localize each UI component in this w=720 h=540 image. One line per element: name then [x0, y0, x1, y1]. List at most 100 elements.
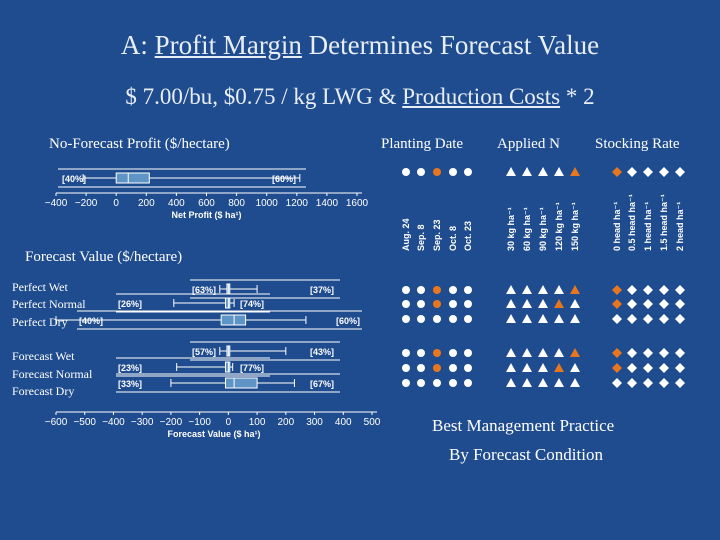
stocking-rate-marker	[659, 363, 669, 373]
planting-date-column-label: Oct. 23	[463, 221, 473, 251]
no-forecast-tick-label: 800	[228, 198, 245, 209]
planting-date-marker	[417, 364, 425, 372]
title-underlined: Profit Margin	[154, 30, 302, 60]
planting-date-marker	[402, 364, 410, 372]
forecast-value-tick-label: 300	[306, 417, 323, 428]
no-forecast-header: No-Forecast Profit ($/hectare)	[49, 136, 230, 152]
forecast-value-tick-label: 100	[249, 417, 266, 428]
row-label-forecast-dry: Forecast Dry	[12, 384, 75, 398]
forecast-box-5-iqr-box	[224, 361, 231, 373]
applied-n-marker	[538, 348, 548, 357]
applied-n-marker	[522, 348, 532, 357]
planting-date-marker	[402, 168, 410, 176]
applied-n-marker	[522, 285, 532, 294]
forecast-box-4-right-pct: [43%]	[310, 347, 334, 357]
planting-date-marker	[402, 286, 410, 294]
applied-n-column-label: 60 kg ha⁻¹	[522, 207, 532, 251]
planting-date-marker	[449, 364, 457, 372]
stocking-rate-marker	[643, 299, 653, 309]
applied-n-marker	[538, 299, 548, 308]
no-forecast-tick-label: 0	[113, 198, 119, 209]
applied-n-header: Applied N	[497, 136, 560, 152]
forecast-box-1-right-pct: [37%]	[310, 285, 334, 295]
forecast-value-tick-label: 500	[364, 417, 381, 428]
planting-date-marker	[449, 379, 457, 387]
applied-n-marker	[522, 167, 532, 176]
forecast-box-5-left-pct: [23%]	[118, 363, 142, 373]
no-forecast-tick-label: 1600	[346, 198, 369, 209]
applied-n-marker	[538, 378, 548, 387]
applied-n-column-label: 150 kg ha⁻¹	[570, 202, 580, 251]
forecast-value-tick-label: 0	[226, 417, 232, 428]
stocking-rate-marker	[627, 348, 637, 358]
forecast-box-5-right-pct: [77%]	[240, 363, 264, 373]
row-label-forecast-wet: Forecast Wet	[12, 349, 75, 363]
planting-date-marker	[433, 168, 441, 176]
applied-n-marker	[522, 299, 532, 308]
stocking-rate-marker	[627, 363, 637, 373]
applied-n-marker	[506, 348, 516, 357]
stocking-rate-header: Stocking Rate	[595, 136, 680, 152]
stocking-rate-marker	[612, 299, 622, 309]
applied-n-marker	[570, 348, 580, 357]
stocking-rate-column-label: 1 head ha⁻¹	[643, 202, 653, 251]
applied-n-marker	[538, 363, 548, 372]
stocking-rate-column-label: 0.5 head ha⁻¹	[627, 194, 637, 251]
forecast-box-3-left-pct: [40%]	[79, 316, 103, 326]
planting-date-column-label: Sep. 23	[432, 219, 442, 251]
stocking-rate-marker	[675, 167, 685, 177]
stocking-rate-marker	[612, 167, 622, 177]
stocking-rate-marker	[643, 285, 653, 295]
row-label-perfect-normal: Perfect Normal	[12, 297, 86, 311]
stocking-rate-marker	[659, 299, 669, 309]
applied-n-marker	[554, 348, 564, 357]
applied-n-marker	[506, 285, 516, 294]
title-suffix: Determines Forecast Value	[301, 30, 600, 60]
forecast-box-4-left-pct: [57%]	[192, 347, 216, 357]
forecast-box-3-iqr-box	[220, 314, 247, 326]
planting-date-marker	[464, 349, 472, 357]
applied-n-marker	[522, 378, 532, 387]
applied-n-marker	[570, 378, 580, 387]
planting-date-marker	[402, 300, 410, 308]
bmp-caption-line1: Best Management Practice	[432, 416, 615, 435]
planting-date-marker	[417, 315, 425, 323]
applied-n-marker	[538, 167, 548, 176]
stocking-rate-marker	[612, 314, 622, 324]
forecast-box-3-right-pct: [60%]	[336, 316, 360, 326]
no-forecast-tick-label: 1400	[316, 198, 339, 209]
stocking-rate-marker	[643, 363, 653, 373]
no-forecast-tick-label: −400	[45, 198, 68, 209]
forecast-value-tick-label: −100	[188, 417, 211, 428]
applied-n-column-label: 90 kg ha⁻¹	[538, 207, 548, 251]
applied-n-marker	[554, 285, 564, 294]
stocking-rate-column-label: 0 head ha⁻¹	[612, 202, 622, 251]
stocking-rate-marker	[675, 378, 685, 388]
stocking-rate-marker	[612, 378, 622, 388]
stocking-rate-marker	[627, 285, 637, 295]
planting-date-marker	[417, 168, 425, 176]
no-forecast-tick-label: 400	[168, 198, 185, 209]
forecast-value-tick-label: −300	[131, 417, 154, 428]
no-forecast-tick-label: −200	[75, 198, 98, 209]
forecast-value-tick-label: 200	[277, 417, 294, 428]
applied-n-column-label: 120 kg ha⁻¹	[554, 202, 564, 251]
stocking-rate-marker	[659, 314, 669, 324]
stocking-rate-marker	[675, 348, 685, 358]
planting-date-marker	[464, 168, 472, 176]
no-forecast-tick-label: 1200	[286, 198, 309, 209]
planting-date-marker	[464, 379, 472, 387]
planting-date-marker	[433, 300, 441, 308]
forecast-value-tick-label: −200	[160, 417, 183, 428]
row-label-perfect-wet: Perfect Wet	[12, 280, 68, 294]
planting-date-column-label: Oct. 8	[448, 226, 458, 251]
applied-n-marker	[554, 314, 564, 323]
stocking-rate-marker	[675, 285, 685, 295]
no-forecast-tick-label: 200	[138, 198, 155, 209]
forecast-box-2-left-pct: [26%]	[118, 299, 142, 309]
applied-n-marker	[522, 314, 532, 323]
row-label-forecast-normal: Forecast Normal	[12, 367, 93, 381]
stocking-rate-marker	[643, 348, 653, 358]
stocking-rate-column-label: 2 head ha⁻¹	[675, 202, 685, 251]
